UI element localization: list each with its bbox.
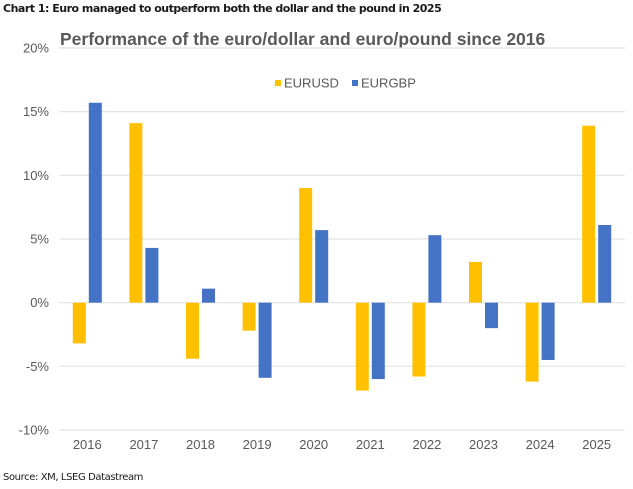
bar-eurusd-2018	[186, 302, 199, 359]
bars	[72, 102, 612, 391]
legend-label: EURUSD	[284, 76, 339, 91]
chart-title: Performance of the euro/dollar and euro/…	[60, 29, 546, 49]
bar-eurgbp-2016	[88, 102, 102, 303]
bar-eurgbp-2025	[598, 224, 612, 303]
x-tick-label: 2017	[129, 437, 158, 452]
bar-eurgbp-2023	[485, 302, 498, 329]
bar-eurusd-2016	[72, 302, 86, 344]
bar-eurusd-2023	[469, 261, 482, 303]
x-tick-label: 2024	[526, 437, 555, 452]
bar-eurusd-2022	[412, 302, 426, 377]
chart-caption: Chart 1: Euro managed to outperform both…	[3, 2, 442, 15]
x-tick-label: 2021	[356, 437, 385, 452]
x-tick-label: 2020	[299, 437, 328, 452]
gridlines	[59, 47, 625, 431]
legend-item-eurgbp: EURGBP	[352, 76, 416, 91]
legend-label: EURGBP	[361, 76, 416, 91]
bar-eurusd-2021	[355, 302, 369, 391]
legend-swatch	[352, 80, 358, 86]
bar-eurusd-2020	[299, 188, 313, 303]
bar-eurgbp-2020	[315, 230, 329, 303]
y-tick-label: 20%	[23, 41, 49, 56]
x-axis-ticks: 2016 2017 2018 2019 2020 2021 2022 2023 2024 2025	[73, 437, 611, 452]
bar-eurgbp-2022	[428, 235, 442, 303]
legend-item-eurusd: EURUSD	[275, 76, 339, 91]
y-tick-label: 10%	[23, 168, 49, 183]
source-note: Source: XM, LSEG Datastream	[3, 472, 144, 483]
legend-swatch	[275, 80, 281, 86]
bar-eurgbp-2017	[145, 247, 159, 303]
bar-eurgbp-2024	[541, 302, 555, 360]
x-tick-label: 2016	[73, 437, 102, 452]
x-tick-label: 2025	[582, 437, 611, 452]
x-tick-label: 2019	[243, 437, 272, 452]
bar-eurusd-2019	[242, 302, 256, 331]
bar-eurgbp-2018	[202, 288, 215, 303]
y-tick-label: 0%	[30, 295, 49, 310]
y-tick-label: 5%	[30, 232, 49, 247]
bar-eurgbp-2021	[371, 302, 385, 380]
bar-eurusd-2017	[129, 123, 143, 303]
legend: EURUSD EURGBP	[275, 76, 416, 91]
x-tick-label: 2023	[469, 437, 498, 452]
y-axis-ticks: 20% 15% 10% 5% 0% -5% -10%	[19, 41, 50, 438]
y-tick-label: -5%	[26, 359, 50, 374]
bar-eurgbp-2019	[258, 302, 272, 378]
bar-eurusd-2025	[582, 125, 596, 303]
y-tick-label: 15%	[23, 104, 49, 119]
x-tick-label: 2022	[412, 437, 441, 452]
x-tick-label: 2018	[186, 437, 215, 452]
bar-eurusd-2024	[525, 302, 539, 382]
y-tick-label: -10%	[19, 423, 50, 438]
